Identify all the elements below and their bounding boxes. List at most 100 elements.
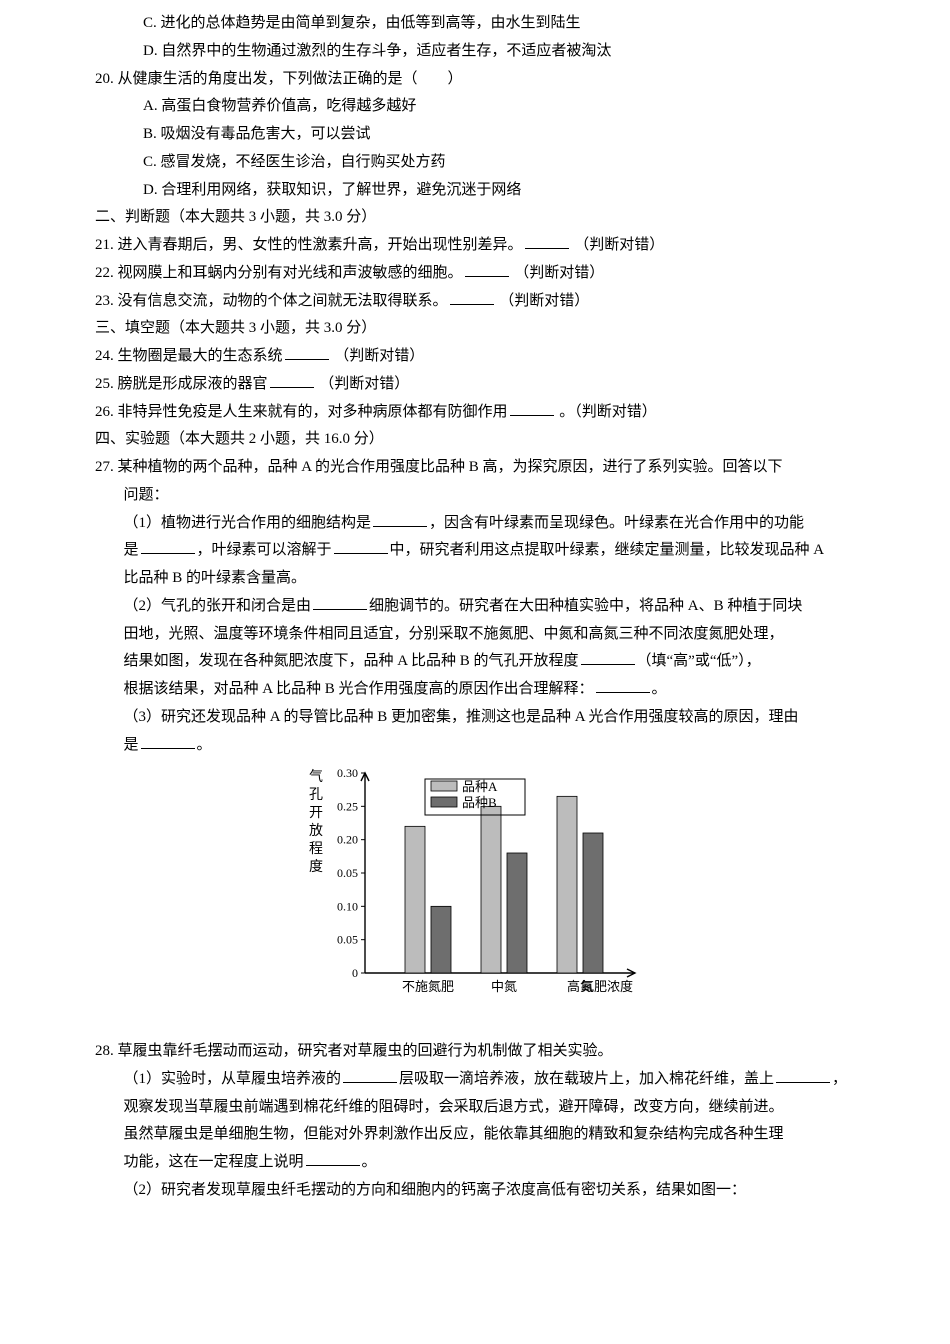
svg-text:不施氮肥: 不施氮肥 xyxy=(402,979,454,994)
q27-blank-5[interactable] xyxy=(581,650,635,665)
q23: 23. 没有信息交流，动物的个体之间就无法取得联系。 （判断对错） xyxy=(95,288,855,316)
q26-text-a: 非特异性免疫是人生来就有的，对多种病原体都有防御作用 xyxy=(118,404,508,420)
q25-text-a: 膀胱是形成尿液的器官 xyxy=(118,376,268,392)
q26: 26. 非特异性免疫是人生来就有的，对多种病原体都有防御作用 。（判断对错） xyxy=(95,399,855,427)
text: 三、填空题（本大题共 3 小题，共 3.0 分） xyxy=(95,320,376,336)
text: D. 自然界中的生物通过激烈的生存斗争，适应者生存，不适应者被淘汰 xyxy=(143,43,611,59)
svg-text:0.10: 0.10 xyxy=(337,900,358,914)
q24-blank[interactable] xyxy=(285,345,329,360)
t: 功能，这在一定程度上说明 xyxy=(124,1154,304,1170)
q27-part1-l2: 是，叶绿素可以溶解于中，研究者利用这点提取叶绿素，继续定量测量，比较发现品种 A xyxy=(95,537,855,565)
q25-number: 25. xyxy=(95,376,114,392)
q27-blank-3[interactable] xyxy=(334,539,388,554)
text: 四、实验题（本大题共 2 小题，共 16.0 分） xyxy=(95,431,384,447)
q23-blank[interactable] xyxy=(450,289,494,304)
svg-text:品种A: 品种A xyxy=(462,779,498,794)
q21-number: 21. xyxy=(95,237,114,253)
t: 田地，光照、温度等环境条件相同且适宜，分别采取不施氮肥、中氮和高氮三种不同浓度氮… xyxy=(124,626,784,642)
text: A. 高蛋白食物营养价值高，吃得越多越好 xyxy=(143,98,416,114)
svg-text:氮肥浓度: 氮肥浓度 xyxy=(581,979,633,994)
q27-blank-2[interactable] xyxy=(141,539,195,554)
q22-number: 22. xyxy=(95,265,114,281)
q19-option-c: C. 进化的总体趋势是由简单到复杂，由低等到高等，由水生到陆生 xyxy=(95,10,855,38)
t: 观察发现当草履虫前端遇到棉花纤维的阻碍时，会采取后退方式，避开障碍，改变方向，继… xyxy=(124,1099,784,1115)
q27-part1: （1）植物进行光合作用的细胞结构是 ，因含有叶绿素而呈现绿色。叶绿素在光合作用中的… xyxy=(95,510,855,538)
t: 是 xyxy=(124,542,139,558)
svg-text:孔: 孔 xyxy=(309,787,323,803)
svg-text:0.05: 0.05 xyxy=(337,933,358,947)
q28-blank-2[interactable] xyxy=(776,1068,830,1083)
t: 虽然草履虫是单细胞生物，但能对外界刺激作出反应，能依靠其细胞的精致和复杂结构完成… xyxy=(124,1126,784,1142)
q21-text-a: 进入青春期后，男、女性的性激素升高，开始出现性别差异。 xyxy=(118,237,523,253)
text: 二、判断题（本大题共 3 小题，共 3.0 分） xyxy=(95,209,376,225)
t: （填“高”或“低”）， xyxy=(637,653,761,669)
q27-part2: （2）气孔的张开和闭合是由细胞调节的。研究者在大田种植实验中，将品种 A、B 种… xyxy=(95,593,855,621)
q21-text-b: （判断对错） xyxy=(574,237,664,253)
section-4-heading: 四、实验题（本大题共 2 小题，共 16.0 分） xyxy=(95,426,855,454)
q27-number: 27. xyxy=(95,459,114,475)
t: ， xyxy=(832,1071,847,1087)
t: （2）研究者发现草履虫纤毛摆动的方向和细胞内的钙离子浓度高低有密切关系，结果如图… xyxy=(124,1182,747,1198)
q27-part2-l3: 结果如图，发现在各种氮肥浓度下，品种 A 比品种 B 的气孔开放程度 （填“高”或… xyxy=(95,648,855,676)
q25: 25. 膀胱是形成尿液的器官 （判断对错） xyxy=(95,371,855,399)
svg-text:度: 度 xyxy=(309,859,323,875)
q28-part1: （1）实验时，从草履虫培养液的层吸取一滴培养液，放在载玻片上，加入棉花纤维，盖上… xyxy=(95,1066,855,1094)
text: 问题： xyxy=(124,487,169,503)
q28-part1-l3: 虽然草履虫是单细胞生物，但能对外界刺激作出反应，能依靠其细胞的精致和复杂结构完成… xyxy=(95,1121,855,1149)
q24-text-b: （判断对错） xyxy=(334,348,424,364)
q27-blank-6[interactable] xyxy=(596,678,650,693)
q24-number: 24. xyxy=(95,348,114,364)
q28-blank-3[interactable] xyxy=(306,1151,360,1166)
q23-text-b: （判断对错） xyxy=(499,293,589,309)
q20-stem-text: 从健康生活的角度出发，下列做法正确的是（ ） xyxy=(118,71,463,87)
svg-text:0.20: 0.20 xyxy=(337,833,358,847)
q28-blank-1[interactable] xyxy=(343,1068,397,1083)
q19-option-d: D. 自然界中的生物通过激烈的生存斗争，适应者生存，不适应者被淘汰 xyxy=(95,38,855,66)
t: ，因含有叶绿素而呈现绿色。叶绿素在光合作用中的功能 xyxy=(429,515,804,531)
q28-part1-l4: 功能，这在一定程度上说明。 xyxy=(95,1149,855,1177)
q27-blank-4[interactable] xyxy=(313,595,367,610)
text: B. 吸烟没有毒品危害大，可以尝试 xyxy=(143,126,371,142)
section-3-heading: 三、填空题（本大题共 3 小题，共 3.0 分） xyxy=(95,315,855,343)
q25-text-b: （判断对错） xyxy=(319,376,409,392)
q25-blank[interactable] xyxy=(270,373,314,388)
q22-blank[interactable] xyxy=(465,262,509,277)
text: C. 进化的总体趋势是由简单到复杂，由低等到高等，由水生到陆生 xyxy=(143,15,581,31)
q26-blank[interactable] xyxy=(510,400,554,415)
svg-text:0.30: 0.30 xyxy=(337,766,358,780)
q28-stem-text: 草履虫靠纤毛摆动而运动，研究者对草履虫的回避行为机制做了相关实验。 xyxy=(118,1043,613,1059)
q26-number: 26. xyxy=(95,404,114,420)
q27-blank-7[interactable] xyxy=(141,733,195,748)
q28-stem: 28. 草履虫靠纤毛摆动而运动，研究者对草履虫的回避行为机制做了相关实验。 xyxy=(95,1038,855,1066)
q27-part3-l2: 是。 xyxy=(95,732,855,760)
t: 结果如图，发现在各种氮肥浓度下，品种 A 比品种 B 的气孔开放程度 xyxy=(124,653,579,669)
section-2-heading: 二、判断题（本大题共 3 小题，共 3.0 分） xyxy=(95,204,855,232)
q28-number: 28. xyxy=(95,1043,114,1059)
q27-blank-1[interactable] xyxy=(373,511,427,526)
svg-text:0.25: 0.25 xyxy=(337,800,358,814)
q24: 24. 生物圈是最大的生态系统 （判断对错） xyxy=(95,343,855,371)
q23-text-a: 没有信息交流，动物的个体之间就无法取得联系。 xyxy=(118,293,448,309)
t: （1）实验时，从草履虫培养液的 xyxy=(124,1071,342,1087)
t: 是 xyxy=(124,737,139,753)
svg-text:品种B: 品种B xyxy=(462,795,497,810)
svg-text:程: 程 xyxy=(309,841,323,857)
svg-text:气: 气 xyxy=(309,769,323,785)
svg-text:中氮: 中氮 xyxy=(491,979,517,994)
q27-part2-l2: 田地，光照、温度等环境条件相同且适宜，分别采取不施氮肥、中氮和高氮三种不同浓度氮… xyxy=(95,621,855,649)
text: D. 合理利用网络，获取知识，了解世界，避免沉迷于网络 xyxy=(143,182,521,198)
q20-option-a: A. 高蛋白食物营养价值高，吃得越多越好 xyxy=(95,93,855,121)
t: （1）植物进行光合作用的细胞结构是 xyxy=(124,515,372,531)
t: 根据该结果，对品种 A 比品种 B 光合作用强度高的原因作出合理解释： xyxy=(124,681,594,697)
q27-stem-line2: 问题： xyxy=(95,482,855,510)
q21-blank[interactable] xyxy=(525,234,569,249)
q27-stem1: 某种植物的两个品种，品种 A 的光合作用强度比品种 B 高，为探究原因，进行了系… xyxy=(118,459,783,475)
q20-stem: 20. 从健康生活的角度出发，下列做法正确的是（ ） xyxy=(95,66,855,94)
q28-part1-l2: 观察发现当草履虫前端遇到棉花纤维的阻碍时，会采取后退方式，避开障碍，改变方向，继… xyxy=(95,1094,855,1122)
text: C. 感冒发烧，不经医生诊治，自行购买处方药 xyxy=(143,154,446,170)
q27-stem-line1: 27. 某种植物的两个品种，品种 A 的光合作用强度比品种 B 高，为探究原因，… xyxy=(95,454,855,482)
svg-text:放: 放 xyxy=(309,823,323,839)
q22-text-a: 视网膜上和耳蜗内分别有对光线和声波敏感的细胞。 xyxy=(118,265,463,281)
t: 。 xyxy=(652,681,667,697)
t: 细胞调节的。研究者在大田种植实验中，将品种 A、B 种植于同块 xyxy=(369,598,802,614)
